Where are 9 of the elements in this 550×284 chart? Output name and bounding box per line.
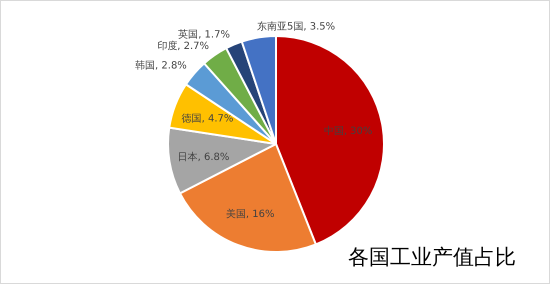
slice-label: 德国, 4.7%	[182, 114, 234, 125]
slice-label: 英国, 1.7%	[178, 28, 230, 40]
text: 各国工业产值占比	[348, 245, 516, 269]
slice-label: 印度, 2.7%	[157, 40, 210, 52]
slice-label: 日本, 6.8%	[178, 150, 230, 163]
slice-label: 韩国, 2.8%	[135, 60, 187, 72]
slice-label: 中国, 30%	[324, 125, 372, 138]
slice-label: 美国, 16%	[226, 208, 274, 220]
slice-label: 东南亚5国, 3.5%	[257, 20, 336, 33]
